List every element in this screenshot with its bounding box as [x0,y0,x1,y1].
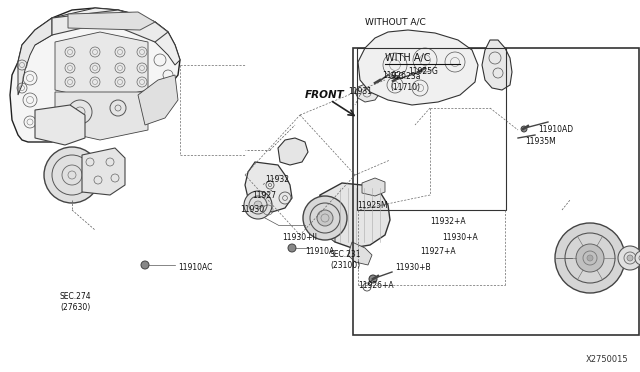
Circle shape [303,196,347,240]
Text: 11910AC: 11910AC [178,263,212,273]
Text: SEC.231
(23100): SEC.231 (23100) [330,250,362,270]
Text: 11925M: 11925M [357,201,388,209]
Polygon shape [278,138,308,165]
Polygon shape [52,10,168,42]
Polygon shape [138,75,178,125]
Polygon shape [18,18,52,95]
Polygon shape [318,183,390,248]
Circle shape [44,147,100,203]
Text: 11927+A: 11927+A [420,247,456,257]
Polygon shape [362,178,385,196]
Text: WITHOUT A/C: WITHOUT A/C [365,17,426,26]
Circle shape [288,244,296,252]
Circle shape [244,191,272,219]
Circle shape [392,78,397,83]
Text: 11930+B: 11930+B [395,263,431,273]
Text: 11935M: 11935M [525,138,556,147]
Polygon shape [355,84,380,102]
Text: FRONT: FRONT [305,90,345,100]
Circle shape [376,80,382,86]
Text: WITH A/C: WITH A/C [385,53,431,63]
Polygon shape [358,30,478,105]
Text: 11930: 11930 [240,205,264,215]
Polygon shape [82,148,125,195]
Polygon shape [68,12,155,30]
Polygon shape [245,162,292,212]
Circle shape [618,246,640,270]
Text: 11930+A: 11930+A [442,234,477,243]
Text: 11910A: 11910A [305,247,334,257]
Circle shape [369,275,377,283]
Text: 11926+A: 11926+A [358,280,394,289]
Polygon shape [10,8,180,142]
Polygon shape [55,32,148,100]
Text: 11930+II: 11930+II [282,232,317,241]
Bar [353,48,639,335]
Circle shape [521,126,527,132]
Bar [357,48,506,210]
Polygon shape [35,105,85,145]
Text: 11926: 11926 [382,71,406,80]
Text: SEC.23a
(11710): SEC.23a (11710) [390,72,422,92]
Polygon shape [318,195,335,242]
Text: SEC.274
(27630): SEC.274 (27630) [60,292,92,312]
Circle shape [635,251,640,265]
Polygon shape [35,8,180,65]
Text: X2750015: X2750015 [586,356,628,365]
Circle shape [254,201,262,209]
Circle shape [141,261,149,269]
Text: 11925G: 11925G [408,67,438,77]
Circle shape [555,223,625,293]
Polygon shape [55,92,148,140]
Circle shape [576,244,604,272]
Text: 11932+A: 11932+A [430,218,466,227]
Circle shape [627,255,633,261]
Text: 11910AD: 11910AD [538,125,573,135]
Circle shape [587,255,593,261]
Text: 11932: 11932 [265,176,289,185]
Polygon shape [348,242,372,265]
Text: 11927: 11927 [252,192,276,201]
Text: 11931: 11931 [348,87,372,96]
Polygon shape [482,40,512,90]
Circle shape [317,210,333,226]
